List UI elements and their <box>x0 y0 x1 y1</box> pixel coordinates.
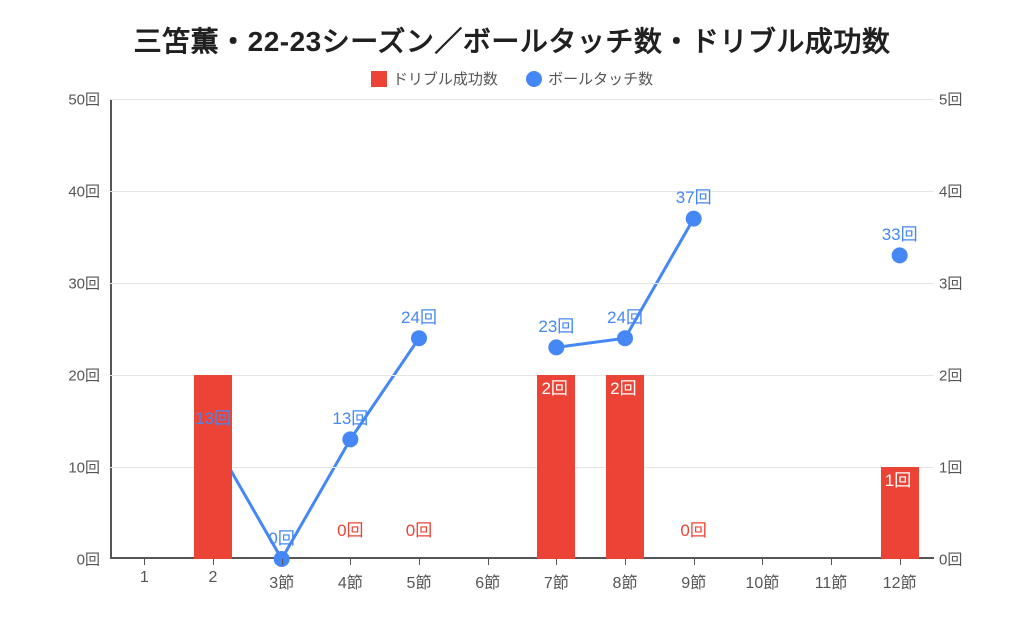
y-right-tick-label: 5回 <box>939 88 989 109</box>
line-series-layer <box>110 99 934 559</box>
legend-swatch-bar <box>371 71 387 87</box>
y-left-tick-label: 20回 <box>50 364 100 385</box>
x-tick-mark <box>762 559 763 565</box>
x-tick-label: 7節 <box>544 569 569 593</box>
x-tick-mark <box>900 559 901 565</box>
plot-area: 0回10回20回30回40回50回0回1回2回3回4回5回123節4節5節6節7… <box>110 99 934 559</box>
line-point <box>548 339 564 355</box>
x-tick-label: 9節 <box>681 569 706 593</box>
gridline <box>110 283 934 284</box>
x-tick-mark <box>419 559 420 565</box>
x-tick-label: 5節 <box>407 569 432 593</box>
y-right-tick-label: 4回 <box>939 180 989 201</box>
line-point <box>617 330 633 346</box>
x-tick-mark <box>625 559 626 565</box>
line-point-label: 24回 <box>607 303 643 328</box>
x-tick-label: 4節 <box>338 569 363 593</box>
legend-item-bar: ドリブル成功数 <box>371 68 498 89</box>
line-point-label: 13回 <box>332 404 368 429</box>
gridline <box>110 99 934 100</box>
x-tick-label: 8節 <box>613 569 638 593</box>
x-tick-mark <box>144 559 145 565</box>
x-tick-mark <box>556 559 557 565</box>
x-tick-mark <box>350 559 351 565</box>
x-tick-label: 2 <box>209 569 218 587</box>
x-tick-label: 12節 <box>883 569 917 593</box>
line-point <box>892 247 908 263</box>
chart-title: 三笘薫・22-23シーズン／ボールタッチ数・ドリブル成功数 <box>30 20 994 60</box>
line-point <box>686 210 702 226</box>
legend: ドリブル成功数 ボールタッチ数 <box>30 68 994 91</box>
line-point <box>411 330 427 346</box>
y-right-tick-label: 3回 <box>939 272 989 293</box>
legend-item-line: ボールタッチ数 <box>526 68 653 89</box>
y-right-tick-label: 1回 <box>939 456 989 477</box>
x-tick-mark <box>213 559 214 565</box>
x-tick-label: 11節 <box>815 569 848 593</box>
gridline <box>110 191 934 192</box>
line-point-label: 37回 <box>676 183 712 208</box>
y-right-tick-label: 2回 <box>939 364 989 385</box>
legend-swatch-dot <box>526 71 542 87</box>
y-left-tick-label: 0回 <box>50 548 100 569</box>
line-path <box>213 338 419 559</box>
bar-value-label: 0回 <box>680 516 706 541</box>
line-point-label: 33回 <box>882 220 918 245</box>
bar-value-label: 1回 <box>885 466 911 491</box>
y-left-tick-label: 50回 <box>50 88 100 109</box>
legend-line-label: ボールタッチ数 <box>548 68 653 89</box>
y-left-tick-label: 10回 <box>50 456 100 477</box>
x-tick-label: 1 <box>140 569 149 587</box>
bar <box>194 375 232 559</box>
line-point-label: 24回 <box>401 303 437 328</box>
x-tick-label: 6節 <box>475 569 500 593</box>
bar <box>606 375 644 559</box>
bar-value-label: 2回 <box>610 374 636 399</box>
chart-container: 三笘薫・22-23シーズン／ボールタッチ数・ドリブル成功数 ドリブル成功数 ボー… <box>0 0 1024 634</box>
bar-value-label: 0回 <box>337 516 363 541</box>
bar-value-label: 2回 <box>541 374 567 399</box>
x-tick-mark <box>282 559 283 565</box>
line-point-label: 0回 <box>268 524 294 549</box>
legend-bar-label: ドリブル成功数 <box>393 68 498 89</box>
gridline <box>110 467 934 468</box>
x-tick-mark <box>831 559 832 565</box>
x-tick-mark <box>488 559 489 565</box>
x-tick-label: 10節 <box>745 569 779 593</box>
line-point-label: 13回 <box>195 404 231 429</box>
x-tick-label: 3節 <box>269 569 294 593</box>
bar-value-label: 0回 <box>406 516 432 541</box>
bar <box>537 375 575 559</box>
y-right-tick-label: 0回 <box>939 548 989 569</box>
y-left-tick-label: 30回 <box>50 272 100 293</box>
y-left-tick-label: 40回 <box>50 180 100 201</box>
gridline <box>110 375 934 376</box>
x-tick-mark <box>694 559 695 565</box>
line-point-label: 23回 <box>538 312 574 337</box>
line-point <box>342 431 358 447</box>
